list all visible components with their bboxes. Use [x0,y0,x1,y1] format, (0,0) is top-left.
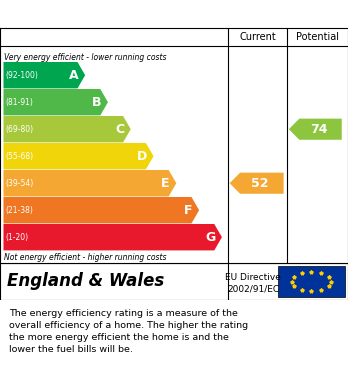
Text: Energy Efficiency Rating: Energy Efficiency Rating [9,7,211,22]
Text: (1-20): (1-20) [6,233,29,242]
Text: EU Directive: EU Directive [225,273,281,282]
Text: Not energy efficient - higher running costs: Not energy efficient - higher running co… [4,253,167,262]
Polygon shape [3,170,176,196]
Text: G: G [205,231,215,244]
Polygon shape [3,143,153,169]
Text: D: D [137,150,147,163]
Text: E: E [161,177,170,190]
Text: (39-54): (39-54) [6,179,34,188]
Text: 2002/91/EC: 2002/91/EC [227,284,279,293]
Polygon shape [289,118,342,140]
Polygon shape [230,173,284,194]
Text: (55-68): (55-68) [6,152,34,161]
Text: (69-80): (69-80) [6,125,34,134]
Text: Very energy efficient - lower running costs: Very energy efficient - lower running co… [4,53,167,62]
Text: F: F [184,204,193,217]
Text: England & Wales: England & Wales [7,272,164,290]
Polygon shape [3,197,199,223]
Bar [278,266,345,297]
Text: B: B [92,96,102,109]
Text: Potential: Potential [296,32,339,42]
Text: (92-100): (92-100) [6,71,38,80]
Polygon shape [3,224,222,250]
Text: C: C [115,123,124,136]
Text: (21-38): (21-38) [6,206,33,215]
Text: Current: Current [239,32,276,42]
Polygon shape [3,116,131,142]
Polygon shape [3,62,85,88]
Polygon shape [3,89,108,115]
Text: 74: 74 [310,123,327,136]
Text: A: A [69,69,79,82]
Text: The energy efficiency rating is a measure of the
overall efficiency of a home. T: The energy efficiency rating is a measur… [9,309,248,353]
Text: (81-91): (81-91) [6,98,33,107]
Text: 52: 52 [251,177,269,190]
